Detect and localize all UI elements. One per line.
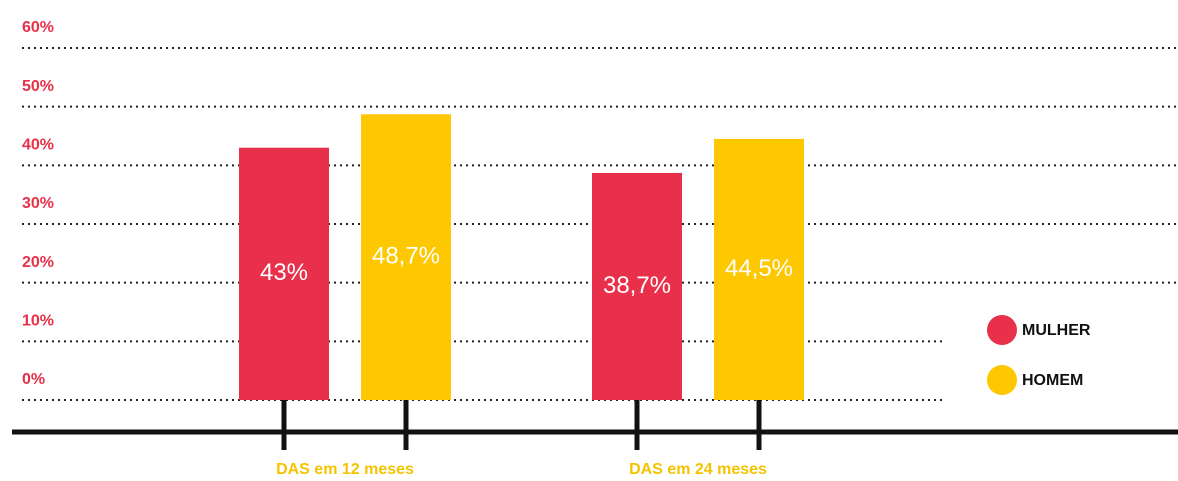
legend-swatch bbox=[987, 365, 1017, 395]
x-tick-label: DAS em 12 meses bbox=[276, 461, 414, 478]
bar bbox=[361, 114, 451, 400]
bar bbox=[239, 147, 329, 400]
legend-label: HOMEM bbox=[1022, 372, 1083, 389]
y-tick-label: 50% bbox=[22, 78, 54, 95]
y-tick-label: 60% bbox=[22, 19, 54, 36]
legend-swatch bbox=[987, 315, 1017, 345]
y-tick-label: 30% bbox=[22, 195, 54, 212]
value-label: 43% bbox=[260, 259, 308, 286]
x-tick-label: DAS em 24 meses bbox=[629, 461, 767, 478]
bar bbox=[714, 138, 804, 400]
y-tick-label: 10% bbox=[22, 313, 54, 330]
y-tick-label: 0% bbox=[22, 371, 45, 388]
value-label: 44,5% bbox=[725, 255, 793, 282]
value-label: 38,7% bbox=[603, 272, 671, 299]
value-label: 48,7% bbox=[372, 242, 440, 269]
bar bbox=[592, 172, 682, 400]
y-tick-label: 20% bbox=[22, 254, 54, 271]
legend-label: MULHER bbox=[1022, 322, 1091, 339]
y-tick-label: 40% bbox=[22, 137, 54, 154]
